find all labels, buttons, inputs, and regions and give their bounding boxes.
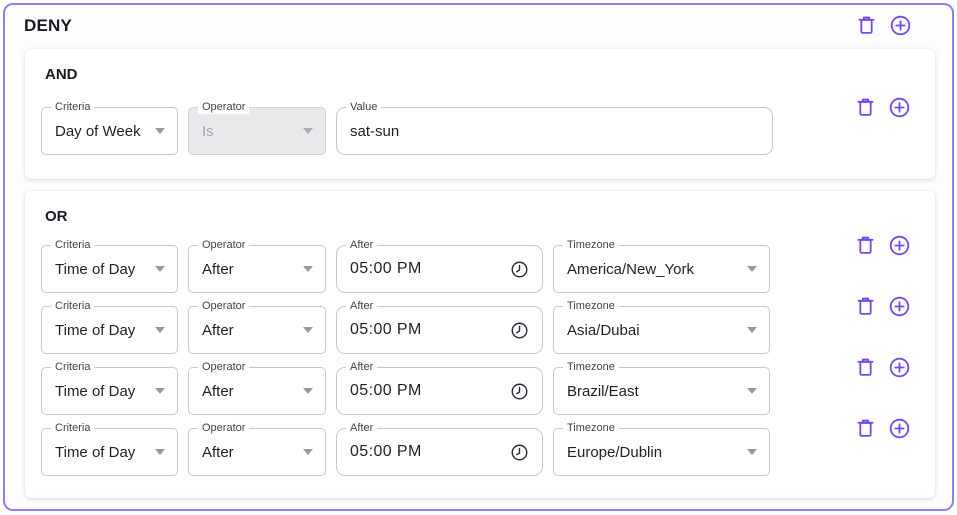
operator-label: Operator — [198, 239, 250, 252]
chevron-down-icon — [303, 266, 313, 272]
chevron-down-icon — [155, 449, 165, 455]
trash-icon — [857, 236, 874, 254]
time-input[interactable]: After 05:00 PM — [336, 239, 543, 293]
delete-or-rule-button[interactable] — [854, 295, 877, 318]
or-row-actions — [854, 417, 911, 440]
add-or-rule-button[interactable] — [888, 417, 911, 440]
timezone-select[interactable]: Timezone America/New_York — [553, 239, 770, 293]
trash-icon — [858, 16, 875, 34]
criteria-label: Criteria — [51, 300, 95, 313]
add-or-rule-button[interactable] — [888, 356, 911, 379]
add-and-rule-button[interactable] — [888, 96, 911, 119]
criteria-label: Criteria — [51, 361, 95, 374]
criteria-label: Criteria — [51, 239, 95, 252]
add-or-rule-button[interactable] — [888, 295, 911, 318]
chevron-down-icon — [155, 266, 165, 272]
timezone-select[interactable]: Timezone Europe/Dublin — [553, 422, 770, 476]
clock-icon[interactable] — [509, 320, 530, 341]
criteria-select[interactable]: Criteria Time of Day — [41, 300, 178, 354]
or-group-title: OR — [45, 208, 68, 225]
delete-and-rule-button[interactable] — [854, 96, 877, 119]
chevron-down-icon — [747, 327, 757, 333]
time-label: After — [346, 422, 378, 435]
and-rule-row: Criteria Day of Week Operator Is Value s… — [41, 97, 919, 155]
or-row-actions — [854, 295, 911, 318]
panel-header: DENY — [5, 5, 952, 37]
operator-label: Operator — [198, 361, 250, 374]
clock-icon[interactable] — [509, 442, 530, 463]
chevron-down-icon — [303, 128, 313, 134]
or-rule-row: Criteria Time of Day Operator After Afte… — [41, 296, 919, 354]
chevron-down-icon — [155, 327, 165, 333]
timezone-label: Timezone — [563, 239, 619, 252]
plus-circle-icon — [889, 418, 910, 439]
timezone-label: Timezone — [563, 422, 619, 435]
criteria-label: Criteria — [51, 101, 95, 114]
time-label: After — [346, 300, 378, 313]
chevron-down-icon — [747, 449, 757, 455]
value-label: Value — [346, 101, 382, 114]
or-rule-row: Criteria Time of Day Operator After Afte… — [41, 357, 919, 415]
time-label: After — [346, 361, 378, 374]
trash-icon — [857, 297, 874, 315]
timezone-label: Timezone — [563, 300, 619, 313]
operator-select[interactable]: Operator After — [188, 361, 326, 415]
delete-deny-group-button[interactable] — [855, 14, 878, 37]
time-input[interactable]: After 05:00 PM — [336, 422, 543, 476]
and-row-actions — [854, 96, 911, 119]
delete-or-rule-button[interactable] — [854, 234, 877, 257]
or-row-actions — [854, 234, 911, 257]
clock-icon[interactable] — [509, 381, 530, 402]
criteria-select[interactable]: Criteria Time of Day — [41, 422, 178, 476]
time-label: After — [346, 239, 378, 252]
panel-title: DENY — [24, 15, 73, 35]
chevron-down-icon — [747, 266, 757, 272]
delete-or-rule-button[interactable] — [854, 356, 877, 379]
chevron-down-icon — [303, 388, 313, 394]
plus-circle-icon — [889, 357, 910, 378]
timezone-select[interactable]: Timezone Asia/Dubai — [553, 300, 770, 354]
operator-label: Operator — [198, 300, 250, 313]
chevron-down-icon — [747, 388, 757, 394]
delete-or-rule-button[interactable] — [854, 417, 877, 440]
add-or-rule-button[interactable] — [888, 234, 911, 257]
or-rule-row: Criteria Time of Day Operator After Afte… — [41, 418, 919, 476]
criteria-select[interactable]: Criteria Time of Day — [41, 239, 178, 293]
time-input[interactable]: After 05:00 PM — [336, 361, 543, 415]
or-group-card: OR Criteria Time of Day Operator After A… — [25, 191, 935, 498]
deny-rule-panel: DENY AND Criteria Day of Week Operator I… — [3, 3, 954, 511]
add-deny-group-button[interactable] — [889, 14, 912, 37]
time-input[interactable]: After 05:00 PM — [336, 300, 543, 354]
plus-circle-icon — [889, 97, 910, 118]
clock-icon[interactable] — [509, 259, 530, 280]
plus-circle-icon — [890, 15, 911, 36]
trash-icon — [857, 419, 874, 437]
operator-label: Operator — [198, 101, 250, 114]
value-input[interactable]: Value sat-sun — [336, 101, 773, 155]
or-row-actions — [854, 356, 911, 379]
criteria-select[interactable]: Criteria Day of Week — [41, 101, 178, 155]
trash-icon — [857, 358, 874, 376]
operator-select-disabled: Operator Is — [188, 101, 326, 155]
criteria-select[interactable]: Criteria Time of Day — [41, 361, 178, 415]
plus-circle-icon — [889, 296, 910, 317]
chevron-down-icon — [155, 388, 165, 394]
chevron-down-icon — [303, 449, 313, 455]
and-group-title: AND — [45, 66, 78, 83]
trash-icon — [857, 98, 874, 116]
timezone-label: Timezone — [563, 361, 619, 374]
or-rule-row: Criteria Time of Day Operator After Afte… — [41, 235, 919, 293]
chevron-down-icon — [303, 327, 313, 333]
chevron-down-icon — [155, 128, 165, 134]
operator-select[interactable]: Operator After — [188, 422, 326, 476]
plus-circle-icon — [889, 235, 910, 256]
panel-actions — [855, 14, 912, 37]
operator-select[interactable]: Operator After — [188, 239, 326, 293]
timezone-select[interactable]: Timezone Brazil/East — [553, 361, 770, 415]
criteria-label: Criteria — [51, 422, 95, 435]
and-group-card: AND Criteria Day of Week Operator Is Val… — [25, 49, 935, 179]
operator-select[interactable]: Operator After — [188, 300, 326, 354]
or-rows-container: Criteria Time of Day Operator After Afte… — [41, 235, 919, 476]
operator-label: Operator — [198, 422, 250, 435]
